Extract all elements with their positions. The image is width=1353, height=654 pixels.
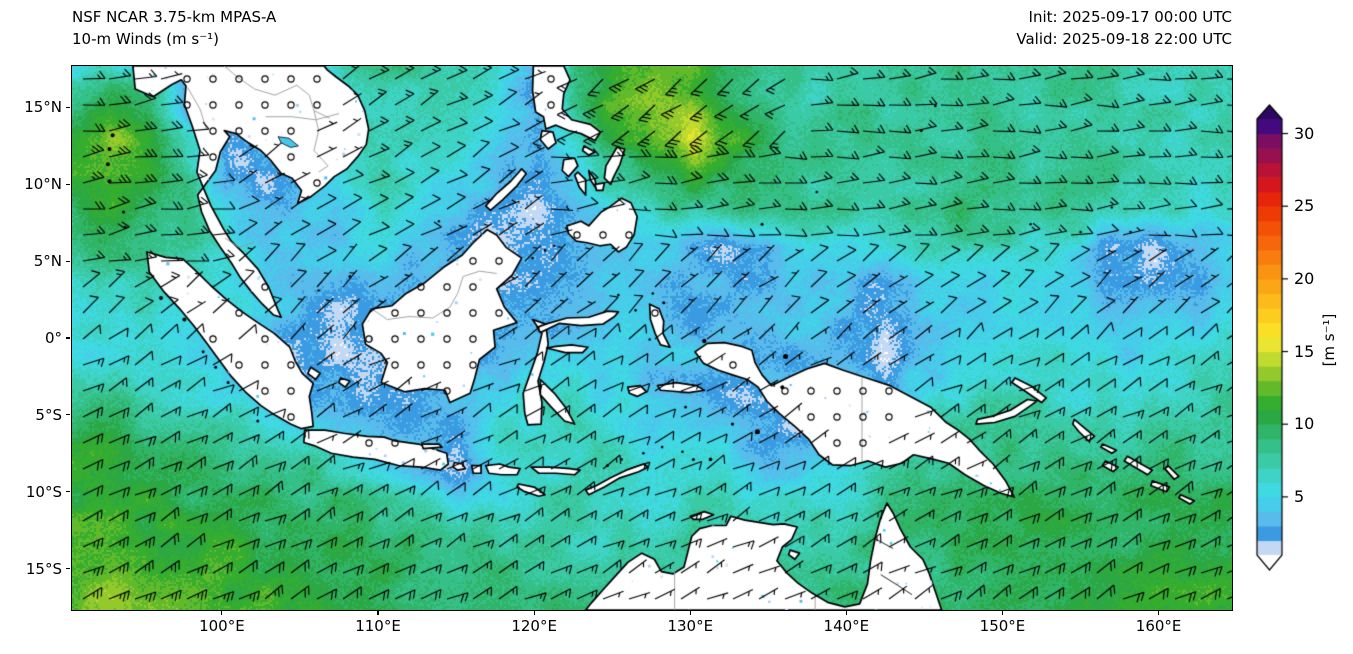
y-tick-mark	[66, 491, 70, 493]
y-tick-label: 10°S	[25, 482, 62, 501]
x-tick-label: 130°E	[667, 617, 714, 635]
x-tick-label: 160°E	[1135, 617, 1182, 635]
y-tick-label: 15°N	[24, 98, 62, 117]
y-tick-label: 15°S	[25, 559, 62, 578]
y-tick-label: 10°N	[24, 175, 62, 194]
y-tick-mark	[66, 106, 70, 109]
x-tick-label: 100°E	[199, 617, 245, 635]
map-plot-area	[70, 64, 1233, 611]
y-tick-mark	[66, 567, 70, 570]
x-tick-label: 120°E	[511, 617, 557, 635]
y-tick-mark	[66, 414, 70, 416]
x-tick-mark	[1001, 611, 1004, 615]
colorbar	[1252, 92, 1292, 584]
figure-subtitle: 10-m Winds (m s⁻¹)	[72, 30, 219, 48]
x-tick-label: 140°E	[823, 617, 870, 635]
y-tick-mark	[66, 337, 70, 339]
x-tick-mark	[377, 611, 379, 615]
y-tick-label: 5°N	[33, 252, 62, 271]
x-tick-mark	[1158, 611, 1160, 615]
colorbar-tick-label: 5	[1294, 486, 1305, 506]
y-tick-label: 5°S	[35, 405, 62, 424]
x-tick-mark	[845, 611, 847, 615]
x-tick-mark	[221, 611, 223, 615]
colorbar-tick-label: 20	[1294, 268, 1315, 288]
y-tick-mark	[66, 183, 70, 185]
valid-time-label: Valid: 2025-09-18 22:00 UTC	[1016, 30, 1232, 48]
colorbar-tick-label: 25	[1294, 196, 1315, 216]
colorbar-axis-label: [m s⁻¹]	[1320, 313, 1338, 367]
figure-title: NSF NCAR 3.75-km MPAS-A	[72, 8, 277, 26]
init-time-label: Init: 2025-09-17 00:00 UTC	[1028, 8, 1232, 26]
x-tick-label: 110°E	[355, 617, 401, 635]
x-tick-mark	[533, 611, 535, 615]
x-tick-label: 150°E	[979, 617, 1026, 635]
colorbar-tick-label: 10	[1294, 414, 1315, 434]
y-tick-mark	[66, 260, 70, 262]
y-tick-label: 0°	[44, 329, 62, 347]
map-canvas	[71, 65, 1232, 610]
x-tick-mark	[689, 611, 691, 615]
colorbar-tick-label: 15	[1294, 341, 1315, 361]
colorbar-tick-label: 30	[1294, 123, 1315, 143]
